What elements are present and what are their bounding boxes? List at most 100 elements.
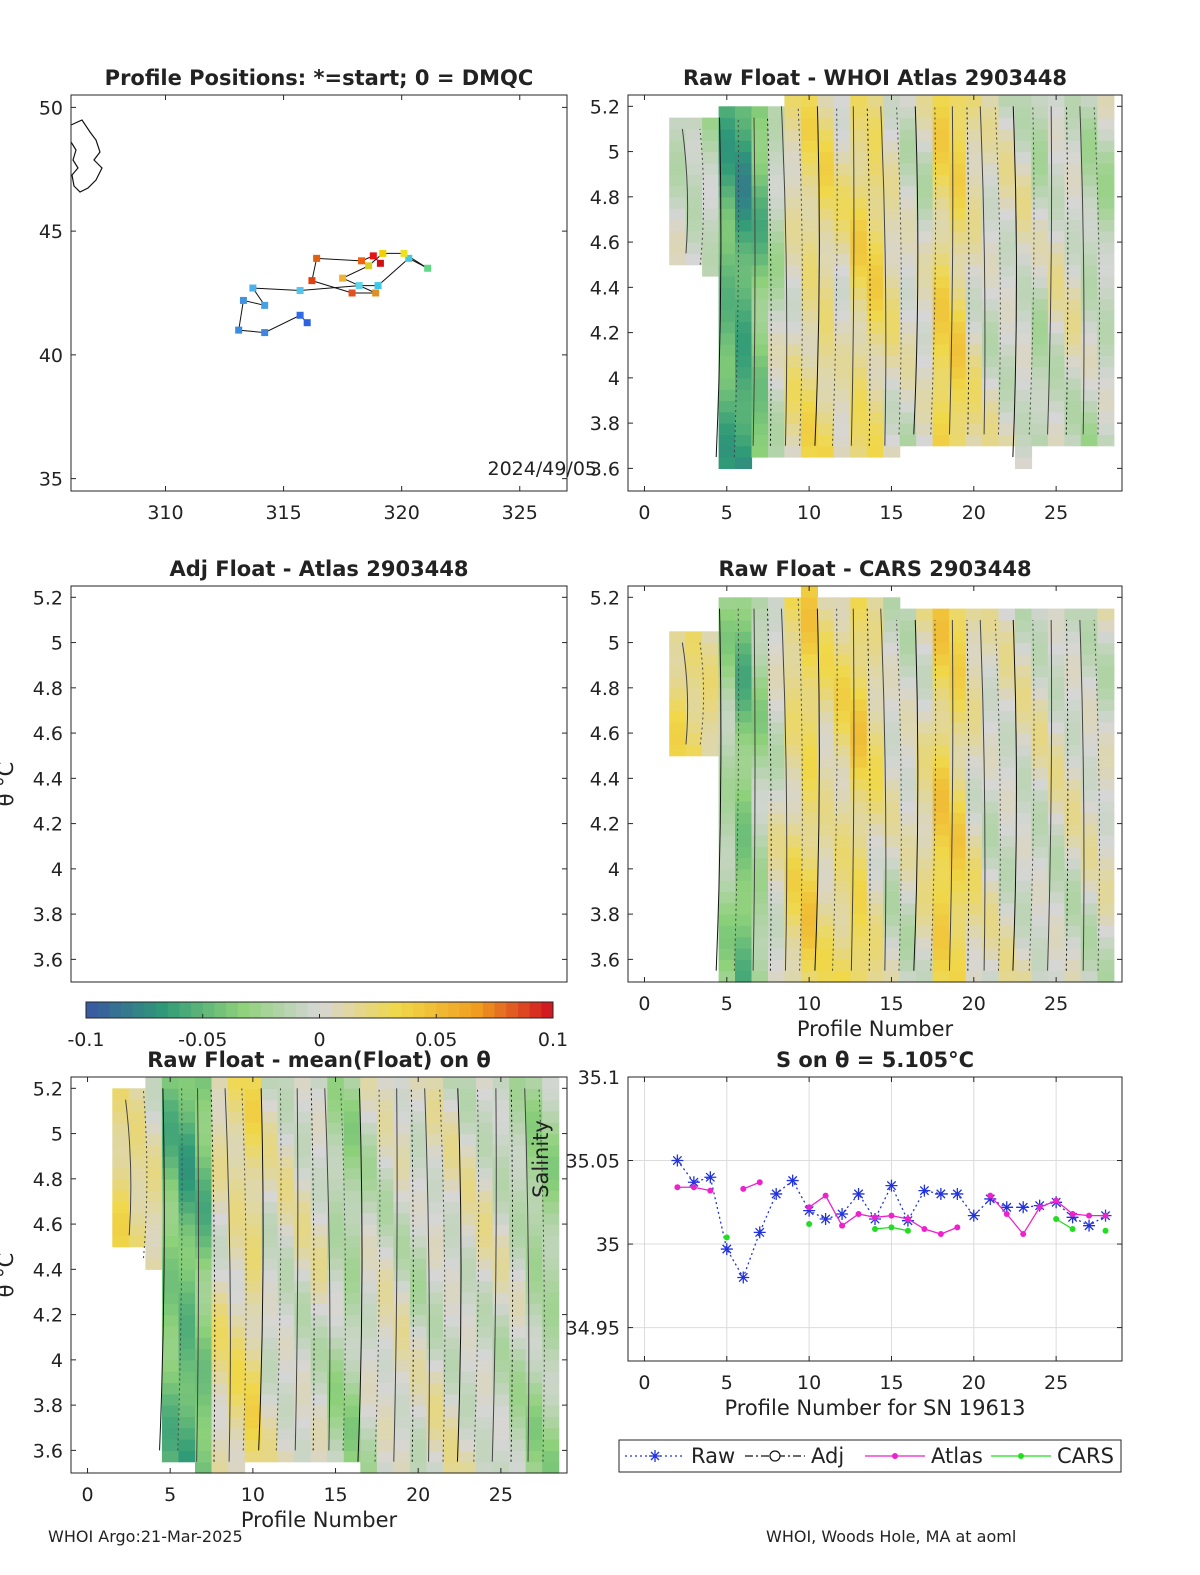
raw-atlas-cell (982, 185, 1000, 198)
raw-atlas-cell (850, 117, 868, 130)
raw-cars-cell (800, 631, 818, 644)
raw-mean-cell (294, 1133, 312, 1146)
raw-atlas-cell (1031, 219, 1049, 232)
raw-cars-cell (1080, 823, 1098, 836)
raw-cars-cell (850, 676, 868, 689)
raw-mean-cell (211, 1393, 229, 1406)
raw-cars-cell (784, 653, 802, 666)
raw-atlas-cell (982, 400, 1000, 413)
raw-cars-cell (768, 767, 786, 779)
series-point-atlas (1053, 1197, 1060, 1204)
raw-mean-cell (393, 1292, 411, 1304)
raw-atlas-cell (932, 106, 950, 119)
raw-mean-cell (228, 1450, 246, 1463)
raw-cars-cell (817, 823, 835, 836)
raw-mean-cell (542, 1088, 560, 1101)
raw-atlas-cell (768, 355, 786, 368)
raw-cars-cell (916, 948, 934, 960)
raw-mean-cell (542, 1077, 560, 1089)
raw-atlas-cell (1080, 332, 1098, 345)
raw-mean-cell (542, 1190, 560, 1202)
raw-cars-cell (965, 823, 983, 836)
raw-atlas-cell (735, 423, 753, 435)
raw-cars-cell (1064, 925, 1082, 938)
raw-atlas-cell (817, 423, 835, 435)
raw-atlas-cell (965, 219, 983, 232)
raw-atlas-cell (949, 128, 967, 141)
raw-cars-cell (817, 608, 835, 621)
raw-atlas-cell (883, 196, 901, 209)
raw-cars-cell (751, 789, 769, 802)
raw-atlas-cell (735, 389, 753, 402)
raw-cars-cell (899, 868, 917, 881)
raw-cars-cell (833, 767, 851, 779)
raw-mean-cell (211, 1133, 229, 1146)
raw-cars-cell (982, 619, 1000, 632)
raw-atlas-cell (1064, 310, 1082, 322)
raw-mean-cell (376, 1405, 394, 1417)
raw-mean-cell (145, 1133, 163, 1146)
raw-cars-cell (949, 721, 967, 734)
raw-mean-cell (261, 1314, 279, 1327)
raw-mean-contour (491, 1088, 497, 1462)
raw-mean-cell (509, 1303, 527, 1316)
raw-mean-cell (426, 1337, 444, 1350)
raw-mean-cell (525, 1337, 543, 1350)
raw-cars-cell (899, 619, 917, 632)
raw-mean-cell (542, 1393, 560, 1406)
raw-atlas-cell (916, 140, 934, 153)
raw-mean-cell (128, 1167, 146, 1180)
raw-atlas-cell (833, 287, 851, 300)
raw-mean-cell (195, 1178, 213, 1191)
raw-cars-cell (916, 834, 934, 847)
raw-mean-cell (195, 1359, 213, 1372)
raw-mean-cell (261, 1280, 279, 1293)
raw-cars-cell (916, 676, 934, 689)
raw-mean-cell (161, 1201, 179, 1214)
raw-atlas-cell (669, 219, 687, 232)
raw-atlas-cell (685, 185, 703, 198)
raw-atlas-cell (1097, 106, 1115, 119)
raw-cars-cell (1047, 721, 1065, 734)
raw-atlas-cell (817, 445, 835, 458)
raw-atlas-cell (932, 400, 950, 413)
raw-cars-cell (1047, 925, 1065, 938)
raw-cars-cell (833, 744, 851, 757)
raw-mean-cell (327, 1280, 345, 1293)
raw-atlas-cell (982, 298, 1000, 311)
raw-mean-cell (228, 1280, 246, 1293)
raw-mean-cell (376, 1144, 394, 1157)
raw-cars-cell (850, 744, 868, 757)
raw-cars-cell (1097, 948, 1115, 960)
raw-cars-cell (751, 699, 769, 711)
adj-atlas-y-axis-label: θ °C (0, 762, 18, 807)
raw-cars-cell (784, 902, 802, 915)
raw-mean-contour (510, 1088, 514, 1462)
raw-cars-cell (784, 823, 802, 836)
raw-mean-cell (459, 1461, 477, 1474)
raw-atlas-cell (932, 174, 950, 187)
raw-mean-cell (112, 1167, 130, 1180)
series-point-atlas (1036, 1204, 1043, 1211)
raw-cars-cell (982, 721, 1000, 734)
positions-y-tick-label: 50 (39, 97, 63, 119)
raw-atlas-cell (784, 321, 802, 334)
raw-atlas-cell (1047, 264, 1065, 277)
raw-cars-cell (768, 755, 786, 768)
raw-cars-cell (784, 767, 802, 779)
raw-atlas-cell (669, 117, 687, 130)
raw-mean-cell (360, 1303, 378, 1316)
raw-mean-cell (542, 1382, 560, 1395)
raw-atlas-cell (817, 411, 835, 424)
raw-mean-cell (310, 1292, 328, 1304)
raw-cars-cell (916, 914, 934, 926)
raw-atlas-cell (751, 174, 769, 187)
raw-atlas-cell (949, 264, 967, 277)
raw-mean-cell (459, 1337, 477, 1350)
raw-cars-cell (866, 823, 884, 836)
raw-atlas-cell (751, 140, 769, 153)
raw-cars-x-axis-label: Profile Number (797, 1017, 954, 1041)
raw-mean-cell (525, 1144, 543, 1157)
raw-mean-contour (324, 1088, 331, 1451)
raw-mean-cell (178, 1348, 196, 1361)
